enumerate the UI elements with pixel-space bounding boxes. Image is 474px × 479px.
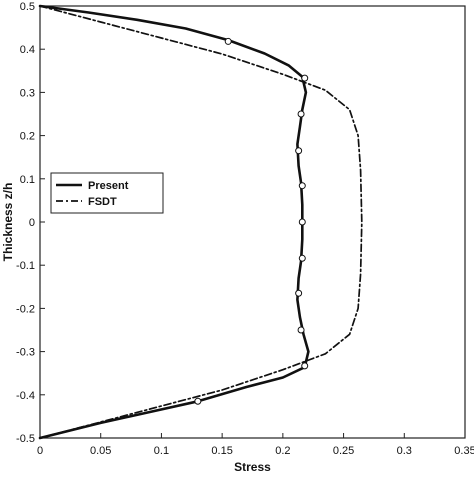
series-line-fsdt (39, 5, 363, 439)
series-marker-present (295, 147, 303, 155)
x-tick-label: 0.15 (211, 445, 232, 457)
y-tick-label: 0.3 (20, 87, 35, 99)
y-tick-label: 0.5 (20, 1, 35, 13)
y-tick-label: -0.1 (16, 260, 35, 272)
y-tick-label: 0.1 (20, 174, 35, 186)
series-marker-present (301, 362, 309, 370)
y-tick-label: -0.2 (16, 303, 35, 315)
series-layer (38, 4, 363, 440)
y-tick-label: -0.3 (16, 347, 35, 359)
series-marker-present (298, 182, 306, 190)
y-tick-label: 0 (29, 217, 35, 229)
series-marker-present (297, 110, 305, 118)
series-marker-present (295, 289, 303, 297)
x-tick-label: 0.05 (90, 445, 111, 457)
y-axis-label: Thickness z/h (1, 183, 15, 262)
legend-label-fsdt: FSDT (88, 196, 117, 208)
plot-frame (39, 5, 466, 439)
axis-labels: Stress Thickness z/h (1, 183, 271, 474)
series-line-present (38, 4, 310, 440)
legend-label-present: Present (88, 180, 129, 192)
series-marker-present (298, 218, 306, 226)
x-tick-label: 0.2 (275, 445, 290, 457)
series-marker-present (194, 397, 202, 405)
series-marker-present (224, 37, 232, 45)
x-tick-label: 0.35 (454, 445, 474, 457)
y-tick-label: -0.4 (16, 390, 35, 402)
x-axis-label: Stress (234, 460, 271, 474)
axes: 0 0.05 0.1 0.15 0.2 0.25 0.3 0.35 -0.5 -0.4 -0.3 -0… (16, 1, 474, 457)
y-tick-label: 0.4 (20, 44, 35, 56)
x-tick-label: 0.25 (333, 445, 354, 457)
x-tick-label: 0.1 (154, 445, 169, 457)
legend-box (50, 172, 164, 214)
series-marker-present (301, 74, 309, 82)
series-marker-present (297, 326, 305, 334)
y-tick-label: -0.5 (16, 433, 35, 445)
series-marker-present (298, 254, 306, 262)
x-tick-label: 0 (37, 445, 43, 457)
x-tick-label: 0.3 (397, 445, 412, 457)
legend: Present FSDT (50, 172, 164, 214)
y-tick-label: 0.2 (20, 131, 35, 143)
